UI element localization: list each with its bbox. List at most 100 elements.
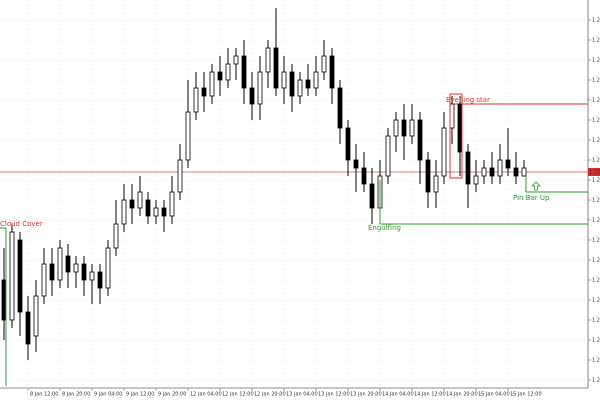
candle-body xyxy=(361,167,367,185)
candle-body xyxy=(329,55,335,89)
annotation: Pin Bar Up xyxy=(513,194,550,202)
annotation: Engulfing xyxy=(368,224,401,232)
x-tick-label: 14 Jan 20:00 xyxy=(446,392,478,398)
candle-body xyxy=(385,135,391,177)
y-tick-label: 1.2540 xyxy=(592,238,600,244)
candle-body xyxy=(489,167,495,177)
y-tick-label: 1.2580 xyxy=(592,78,600,84)
y-tick-label: 1.2595 xyxy=(592,18,600,24)
candle-body xyxy=(505,159,511,169)
x-tick-label: 9 Jan 04:00 xyxy=(94,392,122,398)
candle-body xyxy=(185,111,191,161)
candle-body xyxy=(137,191,143,209)
candle-body xyxy=(41,263,47,297)
candle-body xyxy=(73,263,79,273)
x-tick-label: 15 Jan 04:00 xyxy=(478,392,510,398)
candle-body xyxy=(313,71,319,89)
y-tick-label: 1.2555 xyxy=(592,178,600,184)
candle-body xyxy=(337,87,343,129)
y-tick-label: 1.2510 xyxy=(592,358,600,364)
candle-body xyxy=(289,71,295,97)
candle-body xyxy=(257,71,263,105)
arrow-up xyxy=(531,181,541,191)
x-tick-label: 12 Jan 20:00 xyxy=(254,392,286,398)
candle-body xyxy=(9,231,15,321)
candle-body xyxy=(297,79,303,97)
candle-body xyxy=(177,159,183,193)
candle-body xyxy=(401,119,407,137)
x-tick-label: 15 Jan 12:00 xyxy=(510,392,542,398)
x-tick-label: 14 Jan 12:00 xyxy=(414,392,446,398)
candle-body xyxy=(449,103,455,129)
x-tick-label: 12 Jan 04:00 xyxy=(190,392,222,398)
y-tick-label: 1.2520 xyxy=(592,318,600,324)
y-tick-label: 1.2560 xyxy=(592,158,600,164)
candle-body xyxy=(57,247,63,281)
candle-body xyxy=(265,47,271,73)
candle-body xyxy=(369,183,375,209)
y-tick-label: 1.2570 xyxy=(592,118,600,124)
candle-body xyxy=(233,55,239,65)
y-tick-label: 1.2535 xyxy=(592,258,600,264)
candle-body xyxy=(209,71,215,97)
candle-body xyxy=(129,199,135,209)
current-price-label: 1.2557 xyxy=(589,170,600,176)
candle-body xyxy=(17,239,23,313)
candle-body xyxy=(241,55,247,89)
y-tick-label: 1.2590 xyxy=(592,38,600,44)
candle-body xyxy=(1,279,7,321)
candle-body xyxy=(89,271,95,281)
candle-body xyxy=(145,199,151,217)
y-tick-label: 1.2545 xyxy=(592,218,600,224)
x-tick-label: 8 Jan 12:00 xyxy=(30,392,58,398)
candle-body xyxy=(249,87,255,105)
candle-body xyxy=(393,119,399,137)
candle-body xyxy=(121,199,127,225)
y-tick-label: 1.2575 xyxy=(592,98,600,104)
candle-body xyxy=(521,167,527,177)
x-tick-label: 8 Jan 20:00 xyxy=(62,392,90,398)
candle-body xyxy=(161,207,167,217)
candle-body xyxy=(113,223,119,249)
candle-body xyxy=(273,47,279,89)
candle-body xyxy=(513,167,519,177)
x-tick-label: 14 Jan 04:00 xyxy=(382,392,414,398)
x-tick-label: 9 Jan 12:00 xyxy=(126,392,154,398)
y-tick-label: 1.2530 xyxy=(592,278,600,284)
x-tick-label: 13 Jan 12:00 xyxy=(318,392,350,398)
candle-body xyxy=(281,71,287,89)
y-tick-label: 1.2550 xyxy=(592,198,600,204)
y-tick-label: 1.2565 xyxy=(592,138,600,144)
candle-body xyxy=(481,167,487,177)
candle-body xyxy=(473,175,479,185)
candle-body xyxy=(305,79,311,89)
x-tick-label: 13 Jan 20:00 xyxy=(350,392,382,398)
annotation: Cloud Cover xyxy=(0,220,43,228)
candle-body xyxy=(81,263,87,281)
candle-body xyxy=(201,87,207,97)
candle-body xyxy=(433,175,439,193)
y-tick-label: 1.2525 xyxy=(592,298,600,304)
annotation: Evening star xyxy=(446,96,490,104)
x-tick-label: 13 Jan 04:00 xyxy=(286,392,318,398)
candle-body xyxy=(425,159,431,193)
candle-body xyxy=(193,87,199,113)
candle-body xyxy=(225,63,231,81)
pattern-box xyxy=(449,93,463,179)
candle-body xyxy=(353,159,359,169)
candle-body xyxy=(49,263,55,281)
candle-body xyxy=(441,127,447,177)
candle-body xyxy=(321,55,327,73)
candle-body xyxy=(345,127,351,161)
x-tick-label: 9 Jan 20:00 xyxy=(158,392,186,398)
y-tick-label: 1.2505 xyxy=(592,378,600,384)
candle-body xyxy=(465,151,471,185)
candle-body xyxy=(457,103,463,153)
y-tick-label: 1.2515 xyxy=(592,338,600,344)
candle-body xyxy=(497,159,503,177)
candle-body xyxy=(25,311,31,345)
x-tick-label: 12 Jan 12:00 xyxy=(222,392,254,398)
candle-body xyxy=(169,191,175,217)
candle-body xyxy=(65,255,71,273)
